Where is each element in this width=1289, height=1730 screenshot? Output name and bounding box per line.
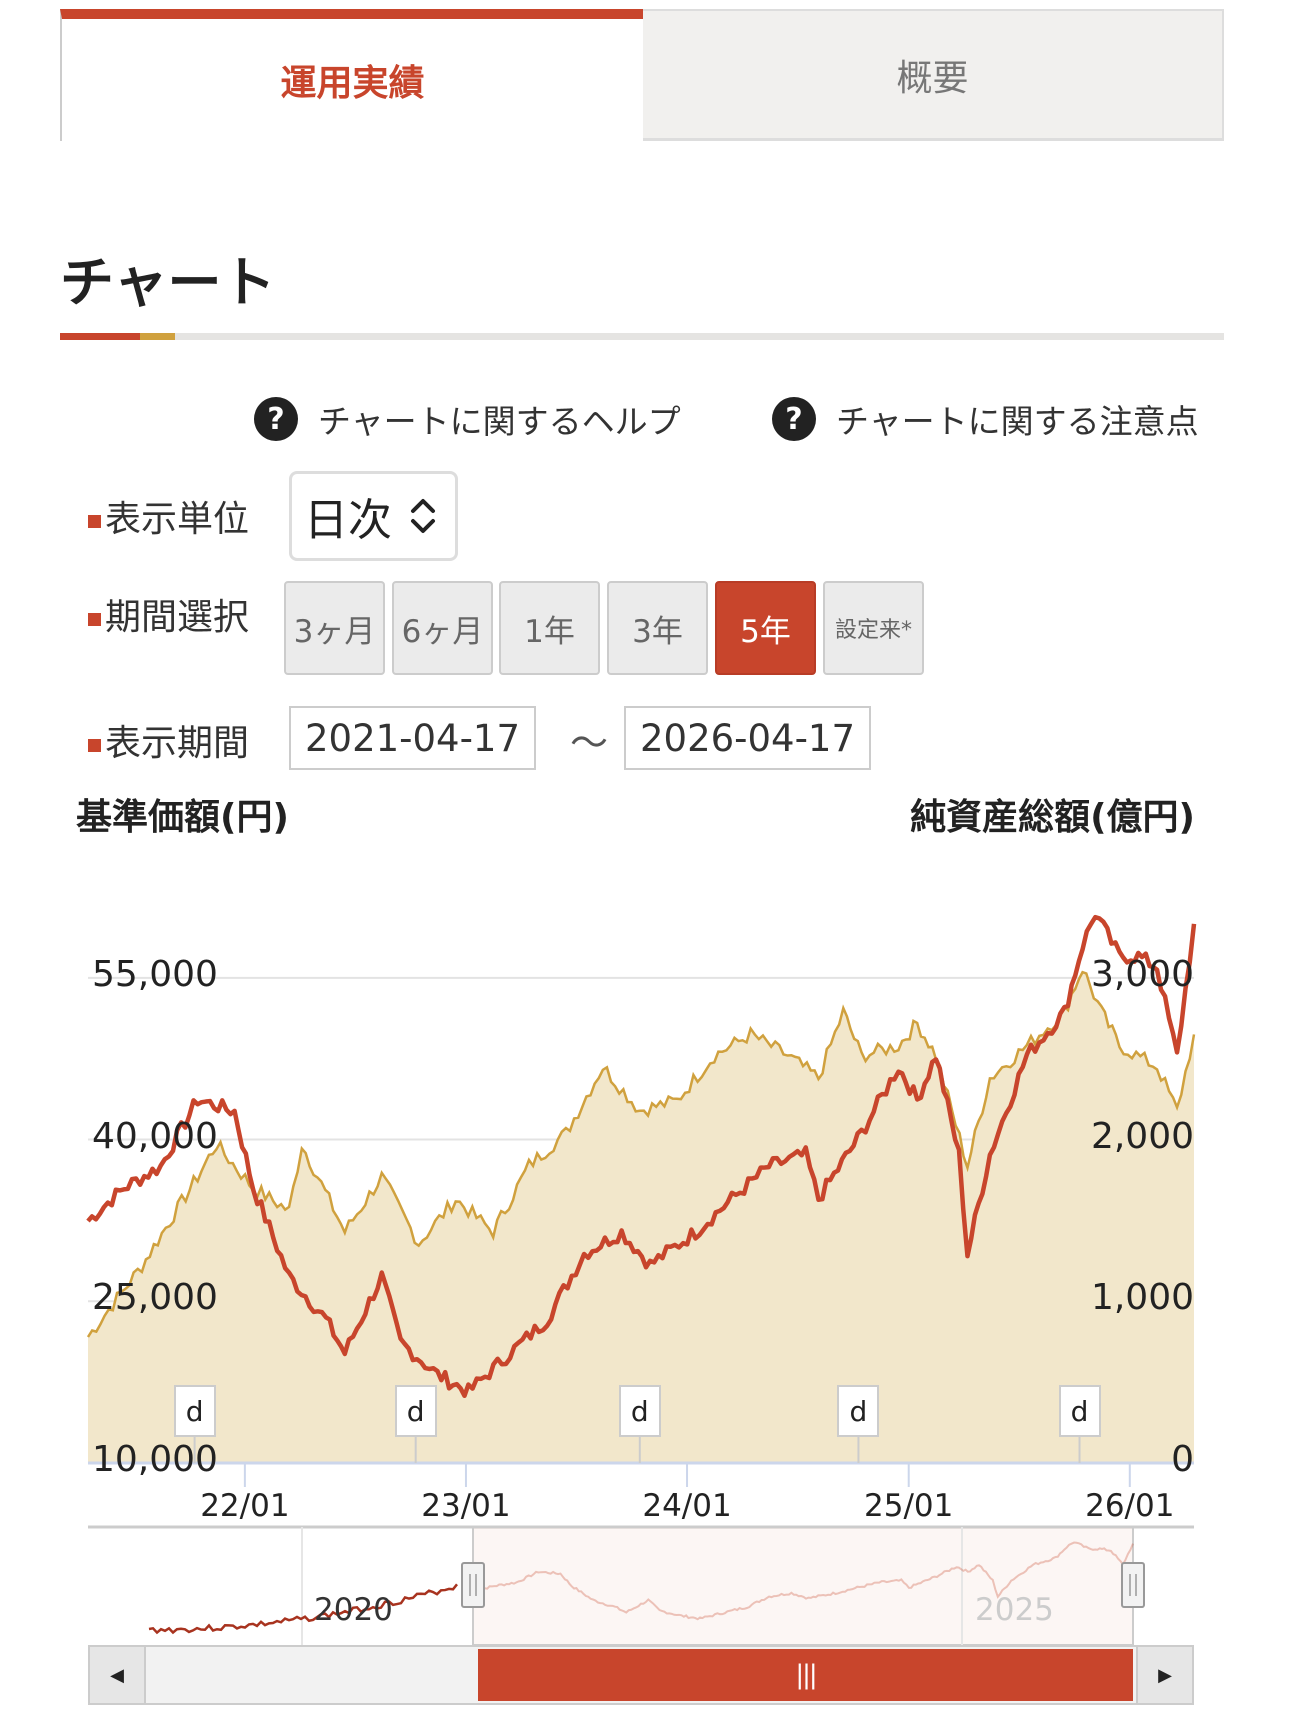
range-tilde: 〜 xyxy=(570,721,609,765)
right-axis-tick: 3,000 xyxy=(1090,953,1194,995)
left-axis-tick: 10,000 xyxy=(92,1439,218,1480)
updown-chevron-icon xyxy=(411,499,435,533)
navigator-handle xyxy=(461,1562,485,1608)
dividend-flag[interactable]: d xyxy=(618,1385,661,1437)
dividend-flag[interactable]: d xyxy=(394,1385,437,1437)
tab-overview[interactable]: 概要 xyxy=(643,9,1224,141)
left-axis-tick: 25,000 xyxy=(92,1277,218,1319)
period-button-5y[interactable]: 5年 xyxy=(715,581,816,675)
left-axis-tick: 55,000 xyxy=(92,953,218,995)
dividend-flag[interactable]: d xyxy=(1058,1385,1101,1437)
question-circle-icon: ? xyxy=(254,397,298,441)
dividend-flag[interactable]: d xyxy=(173,1385,216,1437)
period-button-3y[interactable]: 3年 xyxy=(607,581,708,675)
period-label: 期間選択 xyxy=(88,588,249,640)
left-axis-title: 基準価額(円) xyxy=(76,797,289,838)
nav-price-line xyxy=(86,914,1197,1399)
left-axis-tick: 40,000 xyxy=(92,1115,218,1157)
navigator-handle xyxy=(1121,1562,1145,1608)
tab-performance[interactable]: 運用実績 xyxy=(60,9,643,141)
x-axis-tick: 24/01 xyxy=(642,1488,732,1524)
net-assets-line xyxy=(86,970,1196,1338)
period-button-6m[interactable]: 6ヶ月 xyxy=(392,581,493,675)
x-axis-tick: 22/01 xyxy=(200,1488,290,1524)
scrollbar-thumb[interactable]: ||| xyxy=(478,1649,1133,1701)
x-axis-tick: 23/01 xyxy=(421,1488,511,1524)
navigator-label-2025: 2025 xyxy=(975,1592,1054,1628)
period-button-1y[interactable]: 1年 xyxy=(499,581,600,675)
unit-label: 表示単位 xyxy=(88,490,249,542)
unit-select[interactable]: 日次 xyxy=(289,471,458,561)
chart-help-link[interactable]: ? チャートに関するヘルプ xyxy=(254,395,681,443)
section-title: チャート xyxy=(60,251,276,314)
title-underline xyxy=(60,333,1224,340)
right-axis-tick: 2,000 xyxy=(1090,1115,1194,1157)
start-date-input[interactable]: 2021-04-17 xyxy=(289,706,536,770)
period-button-3m[interactable]: 3ヶ月 xyxy=(284,581,385,675)
question-circle-icon: ? xyxy=(772,397,816,441)
end-date-input[interactable]: 2026-04-17 xyxy=(624,706,871,770)
chart-notes-label: チャートに関する注意点 xyxy=(836,402,1199,441)
x-axis-tick: 26/01 xyxy=(1085,1488,1175,1524)
navigator-label-2020: 2020 xyxy=(314,1592,393,1628)
navigator-selected-line xyxy=(472,1541,1134,1621)
chart-help-label: チャートに関するヘルプ xyxy=(318,402,681,441)
scroll-right-arrow-icon[interactable]: ▶ xyxy=(1136,1645,1194,1705)
dividend-flag[interactable]: d xyxy=(837,1385,880,1437)
right-axis-tick: 1,000 xyxy=(1090,1277,1194,1319)
right-axis-title: 純資産総額(億円) xyxy=(910,797,1195,838)
unit-select-value: 日次 xyxy=(304,495,392,546)
scroll-left-arrow-icon[interactable]: ◀ xyxy=(88,1645,146,1705)
chart-notes-link[interactable]: ? チャートに関する注意点 xyxy=(772,395,1199,443)
navigator-history-line xyxy=(148,1583,458,1635)
range-label: 表示期間 xyxy=(88,714,249,766)
x-axis-tick: 25/01 xyxy=(864,1488,954,1524)
period-button-inception[interactable]: 設定来* xyxy=(823,581,924,675)
right-axis-tick: 0 xyxy=(1171,1439,1194,1480)
